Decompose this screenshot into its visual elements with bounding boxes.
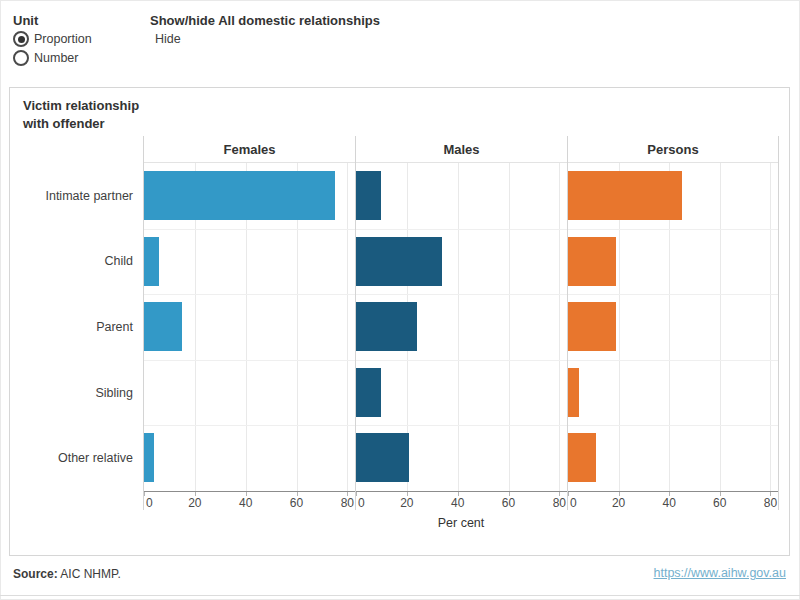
bar-females-parent[interactable] [144, 302, 182, 351]
bar-males-sibling[interactable] [356, 368, 381, 417]
source-note: Source: AIC NHMP. [13, 567, 121, 581]
showhide-control: Show/hide All domestic relationships Hid… [150, 13, 380, 46]
row-divider [568, 294, 778, 295]
tick-label: 40 [663, 496, 676, 510]
panel-header: Persons [568, 136, 778, 163]
chart-container: Victim relationship with offender Intima… [9, 87, 790, 556]
radio-option-label: Number [34, 51, 78, 65]
row-divider [356, 229, 567, 230]
row-divider [568, 360, 778, 361]
radio-selected-icon[interactable] [13, 31, 29, 47]
row-divider [144, 425, 355, 426]
tick-label: 40 [451, 496, 464, 510]
bar-males-child[interactable] [356, 237, 442, 286]
source-prefix: Source: [13, 567, 58, 581]
bar-females-child[interactable] [144, 237, 159, 286]
tick-label: 60 [502, 496, 515, 510]
tick-label: 60 [713, 496, 726, 510]
row-divider [356, 360, 567, 361]
bar-persons-child[interactable] [568, 237, 616, 286]
gridline [559, 163, 560, 491]
plot-area [144, 163, 355, 491]
bar-persons-parent[interactable] [568, 302, 616, 351]
tick-label: 80 [764, 496, 777, 510]
unit-radio-proportion[interactable]: Proportion [13, 31, 92, 47]
chart-panels: Females 0 20 40 60 80 Males 0 20 40 60 80 Persons 0 20… [143, 136, 779, 510]
tick-label: 0 [570, 496, 577, 510]
bar-persons-other-relative[interactable] [568, 433, 596, 482]
panel-females: Females 0 20 40 60 80 [143, 136, 355, 510]
panel-persons: Persons 0 20 40 60 80 [567, 136, 779, 510]
panel-header: Males [356, 136, 567, 163]
bar-females-other-relative[interactable] [144, 433, 154, 482]
panel-males: Males 0 20 40 60 80 [355, 136, 567, 510]
panel-header: Females [144, 136, 355, 163]
radio-option-label: Proportion [34, 32, 92, 46]
gridline [770, 163, 771, 491]
category-axis: Intimate partnerChildParentSiblingOther … [10, 163, 143, 491]
category-label: Intimate partner [10, 163, 143, 229]
chart-grid: Intimate partnerChildParentSiblingOther … [10, 136, 788, 510]
unit-control: Unit Proportion Number [13, 13, 92, 66]
tick-mark [144, 492, 145, 496]
bar-females-intimate-partner[interactable] [144, 171, 335, 220]
row-divider [568, 229, 778, 230]
tick-label: 20 [400, 496, 413, 510]
tick-mark [356, 492, 357, 496]
plot-area [568, 163, 778, 491]
bar-persons-intimate-partner[interactable] [568, 171, 682, 220]
x-axis-label: Per cent [143, 516, 779, 530]
row-divider [144, 294, 355, 295]
bar-males-parent[interactable] [356, 302, 417, 351]
tick-label: 0 [358, 496, 365, 510]
plot-area [356, 163, 567, 491]
showhide-control-label: Show/hide All domestic relationships [150, 13, 380, 28]
x-axis: 0 20 40 60 80 [356, 491, 567, 510]
chart-title: Victim relationship with offender [23, 97, 153, 133]
row-divider [144, 229, 355, 230]
row-divider [568, 425, 778, 426]
tick-label: 80 [553, 496, 566, 510]
source-text: AIC NHMP. [58, 567, 121, 581]
category-label: Sibling [10, 360, 143, 426]
tick-label: 20 [612, 496, 625, 510]
gridline [458, 163, 459, 491]
unit-control-label: Unit [13, 13, 92, 28]
aihw-link[interactable]: https://www.aihw.gov.au [654, 566, 786, 580]
row-divider [356, 294, 567, 295]
bar-persons-sibling[interactable] [568, 368, 579, 417]
tick-label: 20 [188, 496, 201, 510]
x-axis: 0 20 40 60 80 [144, 491, 355, 510]
radio-unselected-icon[interactable] [13, 50, 29, 66]
unit-radio-number[interactable]: Number [13, 50, 92, 66]
category-label: Other relative [10, 425, 143, 491]
tick-label: 60 [290, 496, 303, 510]
gridline [720, 163, 721, 491]
gridline [347, 163, 348, 491]
bottom-divider [0, 595, 800, 596]
tick-label: 0 [146, 496, 153, 510]
showhide-value[interactable]: Hide [155, 32, 380, 46]
row-divider [356, 425, 567, 426]
gridline [509, 163, 510, 491]
unit-radio-group: Proportion Number [13, 31, 92, 66]
x-axis: 0 20 40 60 80 [568, 491, 778, 510]
tick-label: 80 [341, 496, 354, 510]
tick-label: 40 [239, 496, 252, 510]
tick-mark [568, 492, 569, 496]
category-label: Parent [10, 294, 143, 360]
row-divider [144, 360, 355, 361]
bar-males-intimate-partner[interactable] [356, 171, 381, 220]
bar-males-other-relative[interactable] [356, 433, 409, 482]
category-label: Child [10, 229, 143, 295]
